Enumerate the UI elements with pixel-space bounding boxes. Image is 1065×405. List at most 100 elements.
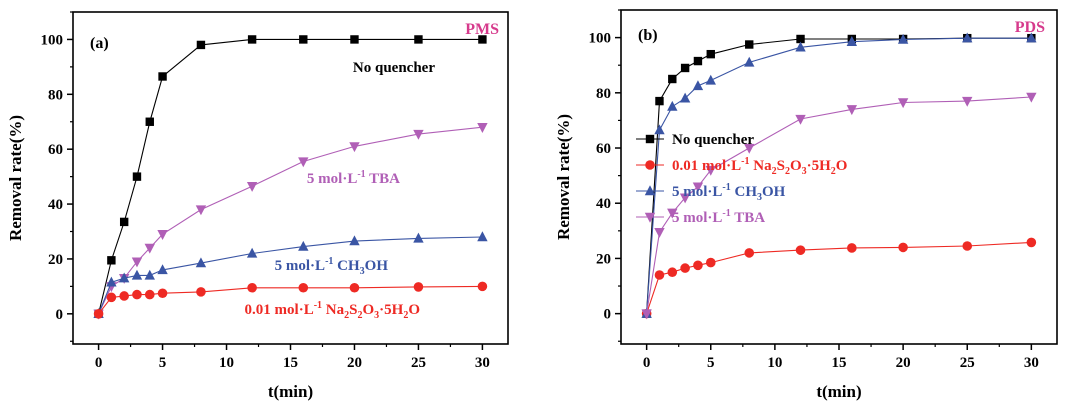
legend-label: 0.01 mol·L-1 Na2S2O3·5H2O — [672, 156, 847, 177]
data-point — [477, 231, 488, 242]
chart-panel-a: 0 5 10 15 20 25 30 0 20 40 60 80 100 t(min) Removal ra… — [6, 11, 509, 401]
data-point — [298, 240, 309, 251]
x-tick-label: 10 — [767, 355, 782, 371]
data-point — [744, 248, 755, 258]
series-line — [646, 96, 1032, 314]
legend-marker — [645, 160, 655, 170]
series-annotation: 5 mol·L-1 CH3OH — [275, 256, 389, 277]
data-point — [705, 257, 716, 268]
data-point — [144, 289, 155, 300]
data-point — [132, 289, 142, 300]
x-tick-label: 5 — [707, 355, 715, 371]
series-3 — [641, 92, 1037, 320]
chart-panel-b: 0 5 10 15 20 25 30 0 20 40 60 80 100 t(min) Removal ra… — [554, 9, 1058, 401]
y-tick-label: 80 — [48, 87, 63, 103]
x-tick-label: 20 — [347, 355, 362, 371]
data-point — [654, 124, 665, 135]
data-point — [1026, 92, 1037, 103]
data-point — [131, 257, 143, 268]
data-point — [246, 247, 258, 258]
data-point — [298, 282, 309, 293]
data-point — [118, 272, 130, 283]
data-point — [705, 74, 716, 85]
data-point — [847, 243, 857, 253]
data-point — [119, 291, 129, 301]
x-tick-label: 25 — [411, 355, 426, 371]
y-tick-label: 20 — [48, 252, 63, 268]
legend: No quencher 0.01 mol·L-1 Na2S2O3·5H2O 5 mo… — [636, 132, 847, 226]
data-point — [680, 63, 690, 73]
data-point — [744, 56, 755, 67]
x-tick-label: 10 — [219, 355, 234, 371]
data-point — [119, 217, 129, 227]
y-tick-label: 60 — [48, 142, 63, 158]
series-line — [646, 37, 1032, 314]
data-point — [477, 123, 488, 133]
x-axis-label: t(min) — [816, 382, 861, 401]
data-point — [897, 98, 909, 109]
data-point — [349, 142, 360, 153]
series-annotation: No quencher — [353, 60, 435, 76]
data-point — [196, 40, 206, 50]
x-tick-label: 0 — [643, 355, 651, 371]
legend-label: 5 mol·L-1 TBA — [672, 208, 765, 226]
legend-marker — [645, 134, 655, 144]
data-point — [745, 40, 754, 49]
data-point — [106, 276, 117, 287]
data-point — [693, 260, 703, 271]
data-point — [655, 96, 664, 106]
data-point — [246, 182, 258, 192]
data-point — [962, 96, 973, 107]
data-point — [106, 292, 117, 303]
y-tick-label: 100 — [41, 32, 64, 48]
y-tick-label: 0 — [56, 307, 64, 323]
data-point — [477, 281, 488, 292]
data-point — [157, 288, 168, 299]
x-tick-label: 20 — [896, 355, 911, 371]
data-point — [692, 80, 704, 91]
data-point — [107, 256, 116, 265]
data-point — [349, 282, 360, 293]
data-point — [93, 309, 104, 319]
corner-label: PMS — [465, 21, 499, 38]
data-point — [299, 35, 308, 44]
data-point — [962, 32, 973, 43]
legend-marker — [644, 212, 656, 223]
y-tick-label: 40 — [48, 197, 63, 213]
data-point — [680, 263, 690, 273]
series-0 — [94, 35, 487, 319]
y-tick-label: 60 — [596, 141, 611, 157]
data-point — [796, 34, 805, 44]
data-point — [679, 193, 691, 204]
y-axis-label: Removal rate(%) — [6, 115, 25, 241]
data-point — [144, 243, 155, 254]
data-point — [846, 36, 858, 46]
legend-marker — [644, 185, 656, 196]
data-point — [132, 172, 142, 181]
plot-frame — [620, 9, 1058, 345]
legend-label: 5 mol·L-1 CH3OH — [672, 182, 786, 203]
x-axis-label: t(min) — [268, 382, 313, 401]
data-point — [414, 35, 423, 44]
data-point — [349, 235, 360, 246]
x-tick-label: 25 — [960, 355, 975, 371]
data-point — [195, 205, 207, 216]
data-point — [693, 56, 703, 66]
series-line — [646, 37, 1032, 314]
panel-label: (a) — [90, 35, 109, 52]
series-0 — [642, 33, 1036, 318]
data-point — [654, 270, 665, 280]
series-line — [98, 126, 483, 315]
y-tick-label: 100 — [589, 31, 612, 47]
series-annotation: 0.01 mol·L-1 Na2S2O3·5H2O — [245, 300, 420, 321]
x-tick-label: 0 — [95, 355, 103, 371]
series-1 — [93, 123, 488, 320]
data-point — [298, 157, 309, 168]
series-1 — [641, 237, 1037, 319]
y-tick-label: 20 — [596, 251, 611, 267]
data-point — [413, 282, 424, 292]
data-point — [247, 282, 257, 293]
data-point — [413, 232, 424, 243]
data-point — [705, 165, 716, 176]
y-axis-label: Removal rate(%) — [554, 114, 573, 240]
